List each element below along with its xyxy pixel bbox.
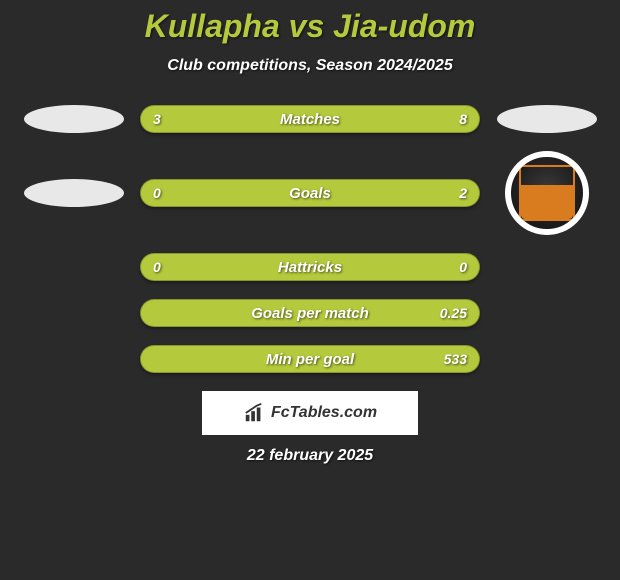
stat-bar: Min per goal 533 bbox=[140, 345, 480, 373]
stat-label: Min per goal bbox=[266, 351, 354, 368]
stat-left-value: 0 bbox=[153, 185, 161, 201]
chart-icon bbox=[243, 402, 265, 424]
page-title: Kullapha vs Jia-udom bbox=[0, 8, 620, 45]
infographic-container: Kullapha vs Jia-udom Club competitions, … bbox=[0, 0, 620, 465]
stat-label: Matches bbox=[280, 111, 340, 128]
brand-box[interactable]: FcTables.com bbox=[202, 391, 418, 435]
stat-row-goals: 0 Goals 2 bbox=[0, 151, 620, 235]
team-left-placeholder-icon bbox=[24, 105, 124, 133]
stat-right-value: 0 bbox=[459, 259, 467, 275]
stat-label: Goals per match bbox=[251, 305, 369, 322]
stat-row-gpm: Goals per match 0.25 bbox=[0, 299, 620, 327]
stat-label: Hattricks bbox=[278, 259, 342, 276]
stat-right-value: 2 bbox=[459, 185, 467, 201]
date-label: 22 february 2025 bbox=[0, 447, 620, 465]
stat-right-value: 8 bbox=[459, 111, 467, 127]
stat-right-value: 0.25 bbox=[440, 305, 467, 321]
team-right-crest-icon bbox=[505, 151, 589, 235]
team-left-placeholder-icon bbox=[24, 179, 124, 207]
stat-right-value: 533 bbox=[444, 351, 467, 367]
stat-bar: 0 Goals 2 bbox=[140, 179, 480, 207]
stat-bar: 0 Hattricks 0 bbox=[140, 253, 480, 281]
brand-label: FcTables.com bbox=[271, 404, 377, 422]
stat-row-hattricks: 0 Hattricks 0 bbox=[0, 253, 620, 281]
stat-bar: 3 Matches 8 bbox=[140, 105, 480, 133]
right-badge-slot bbox=[494, 151, 599, 235]
subtitle: Club competitions, Season 2024/2025 bbox=[0, 57, 620, 75]
team-right-placeholder-icon bbox=[497, 105, 597, 133]
stat-row-matches: 3 Matches 8 bbox=[0, 105, 620, 133]
left-badge-slot bbox=[21, 179, 126, 207]
stat-label: Goals bbox=[289, 185, 331, 202]
stat-left-value: 3 bbox=[153, 111, 161, 127]
right-badge-slot bbox=[494, 105, 599, 133]
stat-row-mpg: Min per goal 533 bbox=[0, 345, 620, 373]
stat-bar: Goals per match 0.25 bbox=[140, 299, 480, 327]
left-badge-slot bbox=[21, 105, 126, 133]
stat-left-value: 0 bbox=[153, 259, 161, 275]
